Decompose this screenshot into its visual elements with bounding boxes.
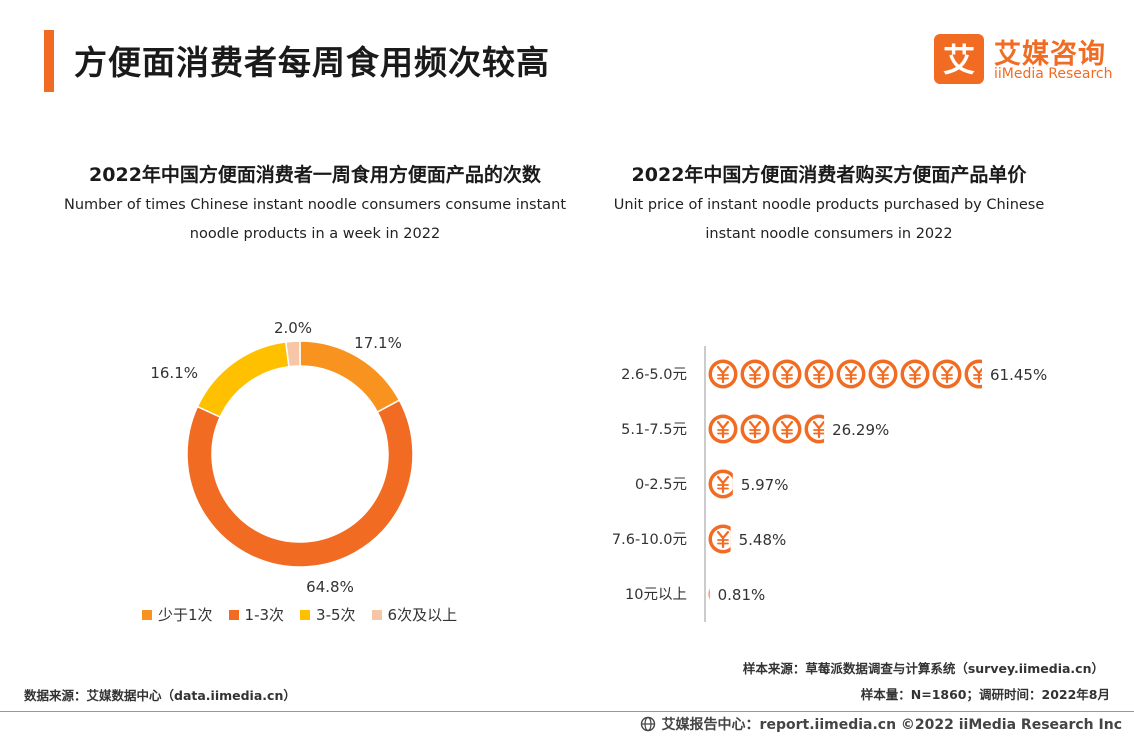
yuan-coin-icon (772, 359, 802, 389)
category-label: 10元以上 (625, 586, 687, 603)
yuan-coin-icon (964, 359, 982, 389)
legend-label: 1-3次 (244, 606, 285, 624)
category-label: 5.1-7.5元 (621, 422, 687, 438)
donut-slice-label: 2.0% (274, 319, 312, 337)
value-label: 5.97% (741, 476, 789, 494)
yuan-coin-icon (804, 359, 834, 389)
logo: 艾 艾媒咨询 iiMedia Research (934, 32, 1124, 86)
logo-mark-icon: 艾 (934, 34, 984, 84)
legend-item: 少于1次 (142, 604, 213, 625)
pictorial-chart-subtitle: Unit price of instant noodle products pu… (590, 191, 1068, 249)
yuan-coin-icon (900, 359, 930, 389)
legend-item: 1-3次 (228, 604, 285, 625)
copyright-text: 艾媒报告中心：report.iimedia.cn ©2022 iiMedia R… (661, 717, 1122, 733)
category-label: 7.6-10.0元 (612, 532, 687, 548)
footer-divider (0, 711, 1134, 712)
price-bar (708, 359, 982, 389)
category-label: 2.6-5.0元 (621, 367, 687, 383)
sample-info: 样本量：N=1860；调研时间：2022年8月 (860, 687, 1110, 702)
globe-icon (640, 716, 655, 732)
title-accent-bar (44, 30, 54, 92)
data-source: 数据来源：艾媒数据中心（data.iimedia.cn） (24, 688, 296, 703)
donut-subtitle-line-2: noodle products in a week in 2022 (189, 226, 441, 242)
value-label: 61.45% (990, 366, 1047, 384)
yuan-coin-icon (804, 414, 825, 444)
price-bar (708, 588, 710, 600)
yuan-coin-icon (708, 359, 738, 389)
sample-source: 样本来源：草莓派数据调查与计算系统（survey.iimedia.cn） (742, 661, 1104, 676)
donut-slice-label: 16.1% (150, 364, 198, 382)
donut-slice (196, 341, 290, 419)
pictorial-subtitle-line-1: Unit price of instant noodle products pu… (613, 197, 1045, 213)
svg-text:艾: 艾 (943, 41, 975, 79)
yuan-coin-icon (740, 414, 770, 444)
legend-label: 3-5次 (316, 606, 356, 624)
donut-chart-title: 2022年中国方便面消费者一周食用方便面产品的次数 (89, 164, 541, 186)
donut-subtitle-line-1: Number of times Chinese instant noodle c… (63, 197, 567, 213)
legend-item: 6次及以上 (371, 604, 458, 625)
legend-item: 3-5次 (300, 604, 356, 625)
logo-name-en: iiMedia Research (994, 66, 1113, 82)
yuan-coin-icon (772, 414, 802, 444)
donut-chart: 17.1% 64.8% 16.1% 2.0% (150, 319, 414, 596)
donut-slice-label: 17.1% (354, 334, 402, 352)
yuan-coin-icon (708, 414, 738, 444)
price-bar (708, 414, 825, 444)
yuan-coin-icon (868, 359, 898, 389)
yuan-coin-icon (932, 359, 962, 389)
value-label: 5.48% (739, 531, 787, 549)
value-label: 0.81% (718, 586, 766, 604)
pictorial-bar-chart: 2.6-5.0元 61.45% 5.1-7.5元 26.29% 0-2.5元 5.97% 7… (612, 346, 1047, 622)
yuan-coin-icon (708, 588, 710, 600)
donut-legend: 少于1次 1-3次 3-5次 6次及以上 (142, 604, 457, 625)
legend-label: 少于1次 (158, 606, 213, 624)
donut-slice-label: 64.8% (306, 578, 354, 596)
yuan-coin-icon (708, 469, 733, 499)
copyright: 艾媒报告中心：report.iimedia.cn ©2022 iiMedia R… (640, 714, 1122, 734)
donut-slice (186, 399, 414, 568)
pictorial-subtitle-line-2: instant noodle consumers in 2022 (705, 226, 953, 242)
price-bar (708, 524, 731, 554)
yuan-coin-icon (836, 359, 866, 389)
price-bar (708, 469, 733, 499)
donut-slice (284, 340, 301, 368)
legend-swatch (142, 609, 152, 620)
yuan-coin-icon (740, 359, 770, 389)
legend-label: 6次及以上 (387, 606, 458, 624)
value-label: 26.29% (832, 421, 889, 439)
legend-swatch (371, 609, 382, 620)
page-title: 方便面消费者每周食用频次较高 (74, 43, 550, 82)
pictorial-chart-title: 2022年中国方便面消费者购买方便面产品单价 (631, 164, 1027, 186)
legend-swatch (228, 609, 239, 620)
donut-chart-subtitle: Number of times Chinese instant noodle c… (40, 191, 590, 249)
logo-name-cn: 艾媒咨询 (994, 39, 1106, 70)
yuan-coin-icon (708, 524, 731, 554)
category-label: 0-2.5元 (635, 477, 687, 493)
legend-swatch (300, 609, 311, 620)
